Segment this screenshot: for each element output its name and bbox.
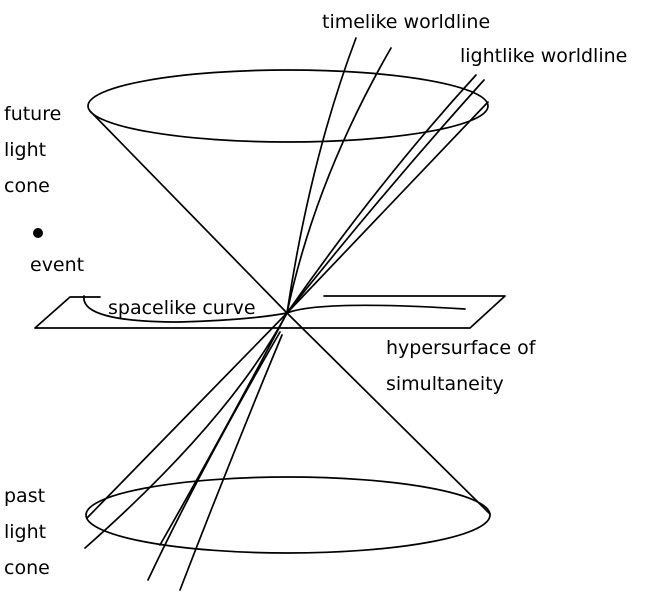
future-cone-rim xyxy=(88,70,488,142)
past-light-cone-line-2: light xyxy=(4,514,50,550)
past-cone-left-edge xyxy=(87,313,287,518)
past-worldline-2 xyxy=(160,313,287,545)
past-cone-rim xyxy=(86,477,490,553)
future-light-cone-label: future light cone xyxy=(4,96,61,204)
past-worldline-3 xyxy=(148,332,280,580)
past-light-cone-line-3: cone xyxy=(4,550,50,586)
past-light-cone-label: past light cone xyxy=(4,478,50,586)
hypersurface-line-2: simultaneity xyxy=(386,366,535,402)
lightlike-worldline-label: lightlike worldline xyxy=(460,38,627,74)
future-light-cone-line-3: cone xyxy=(4,168,61,204)
past-worldline-1 xyxy=(85,313,287,548)
timelike-worldline-label: timelike worldline xyxy=(322,4,490,40)
simultaneity-plane-right xyxy=(287,296,505,328)
hypersurface-label: hypersurface of simultaneity xyxy=(386,330,535,402)
event-label: event xyxy=(30,247,84,283)
future-light-cone-line-1: future xyxy=(4,96,61,132)
spacelike-curve-label: spacelike curve xyxy=(108,290,256,326)
lightlike-worldline-2 xyxy=(287,80,484,313)
hypersurface-line-1: hypersurface of xyxy=(386,330,535,366)
future-light-cone-line-2: light xyxy=(4,132,61,168)
event-dot xyxy=(33,228,43,238)
past-light-cone-line-1: past xyxy=(4,478,50,514)
